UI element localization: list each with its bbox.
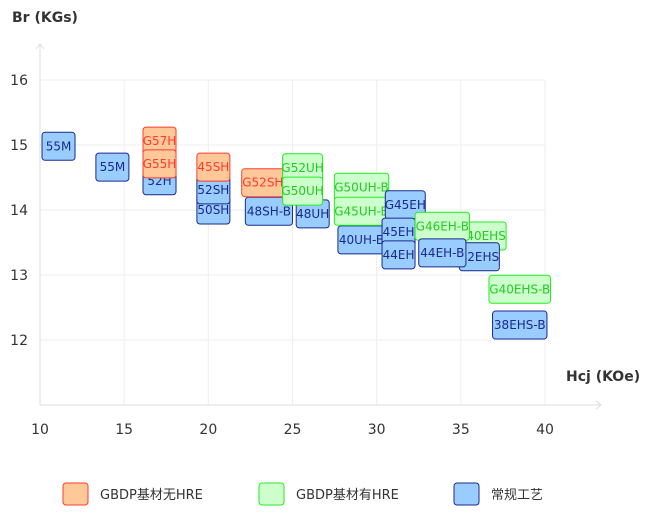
point-label: 44EH — [383, 248, 415, 262]
data-point-G52UH[interactable]: G52UH — [281, 153, 324, 183]
point-label: G45EH — [385, 198, 426, 212]
point-label: G52UH — [281, 161, 323, 175]
axes: Br (KGs) Hcj (KOe) — [12, 10, 640, 410]
point-label: G45UH-B — [334, 204, 389, 218]
y-tick-label: 16 — [10, 73, 28, 89]
x-tick-label: 15 — [115, 422, 133, 438]
point-label: G40EHS-B — [489, 282, 550, 296]
legend-label: GBDP基材有HRE — [296, 488, 399, 503]
point-label: 40UH-B — [339, 233, 384, 247]
point-box — [381, 240, 416, 270]
point-label: 40EHS — [466, 229, 506, 243]
data-point-40UH-B[interactable]: 40UH-B — [337, 225, 386, 255]
legend-swatch — [453, 482, 480, 506]
point-box — [142, 149, 177, 179]
y-tick-label: 13 — [10, 268, 28, 284]
data-point-G46EH-B[interactable]: G46EH-B — [414, 211, 471, 241]
y-tick-label: 14 — [10, 203, 28, 219]
data-point-44EH[interactable]: 44EH — [381, 240, 416, 270]
legend-label: GBDP基材无HRE — [100, 488, 203, 503]
data-point-42EHS[interactable]: 42EHS — [458, 242, 500, 272]
data-point-44EH-B[interactable]: 44EH-B — [418, 238, 467, 268]
y-axis-arrow-icon — [35, 43, 45, 50]
legend: GBDP基材无HRE GBDP基材有HRE 常规工艺 — [62, 482, 543, 506]
point-box — [41, 131, 76, 161]
legend-swatch — [62, 482, 89, 506]
point-label: 45EH — [383, 225, 415, 239]
point-box — [492, 310, 548, 340]
x-tick-label: 35 — [452, 422, 470, 438]
x-tick-label: 10 — [31, 422, 49, 438]
data-point-G45UH-B[interactable]: G45UH-B — [333, 196, 390, 226]
point-label: 48SH-B — [247, 204, 291, 218]
data-point-55M[interactable]: 55M — [41, 131, 76, 161]
legend-swatch — [258, 482, 285, 506]
point-label: G57H — [143, 134, 177, 148]
data-point-G57H[interactable]: G57H — [142, 126, 177, 156]
data-point-55M[interactable]: 55M — [95, 152, 130, 182]
point-box — [282, 176, 324, 206]
point-label: 45SH — [197, 160, 229, 174]
legend-item[interactable]: 常规工艺 — [453, 482, 543, 506]
point-label: 42EHS — [460, 250, 500, 264]
y-tick-label: 12 — [10, 333, 28, 349]
data-point-45SH[interactable]: 45SH — [196, 152, 231, 182]
data-point-G55H[interactable]: G55H — [142, 149, 177, 179]
data-point-G40EHS-B[interactable]: G40EHS-B — [488, 274, 552, 304]
legend-item[interactable]: GBDP基材无HRE — [62, 482, 203, 506]
x-tick-label: 40 — [536, 422, 554, 438]
data-point-48SH-B[interactable]: 48SH-B — [244, 196, 294, 226]
point-label: G55H — [143, 157, 177, 171]
point-box — [95, 152, 130, 182]
point-label: G46EH-B — [416, 219, 469, 233]
data-point-48UH[interactable]: 48UH — [295, 199, 330, 229]
x-tick-label: 20 — [199, 422, 217, 438]
data-point-G50UH-B[interactable]: G50UH-B — [333, 172, 390, 202]
point-label: 50SH — [197, 203, 229, 217]
data-point-G50UH[interactable]: G50UH — [281, 176, 324, 206]
legend-label: 常规工艺 — [491, 488, 543, 503]
point-label: 52SH — [197, 183, 229, 197]
point-label: 48UH — [296, 207, 329, 221]
point-box — [244, 196, 294, 226]
point-label: 55M — [100, 160, 126, 174]
x-tick-label: 30 — [368, 422, 386, 438]
point-label: G50UH-B — [334, 180, 389, 194]
x-tick-label: 25 — [284, 422, 302, 438]
x-axis-arrow-icon — [595, 400, 602, 410]
data-point-52SH[interactable]: 52SH — [196, 175, 231, 205]
legend-item[interactable]: GBDP基材有HRE — [258, 482, 399, 506]
point-label: 44EH-B — [420, 246, 464, 260]
x-axis-title: Hcj (KOe) — [566, 369, 640, 385]
point-label: G50UH — [281, 184, 323, 198]
y-axis-title: Br (KGs) — [12, 10, 78, 26]
point-box — [196, 152, 231, 182]
point-label: 38EHS-B — [494, 318, 546, 332]
data-point-38EHS-B[interactable]: 38EHS-B — [492, 310, 548, 340]
point-box — [488, 274, 552, 304]
y-tick-label: 15 — [10, 138, 28, 154]
point-box — [418, 238, 467, 268]
point-label: 55M — [46, 139, 72, 153]
